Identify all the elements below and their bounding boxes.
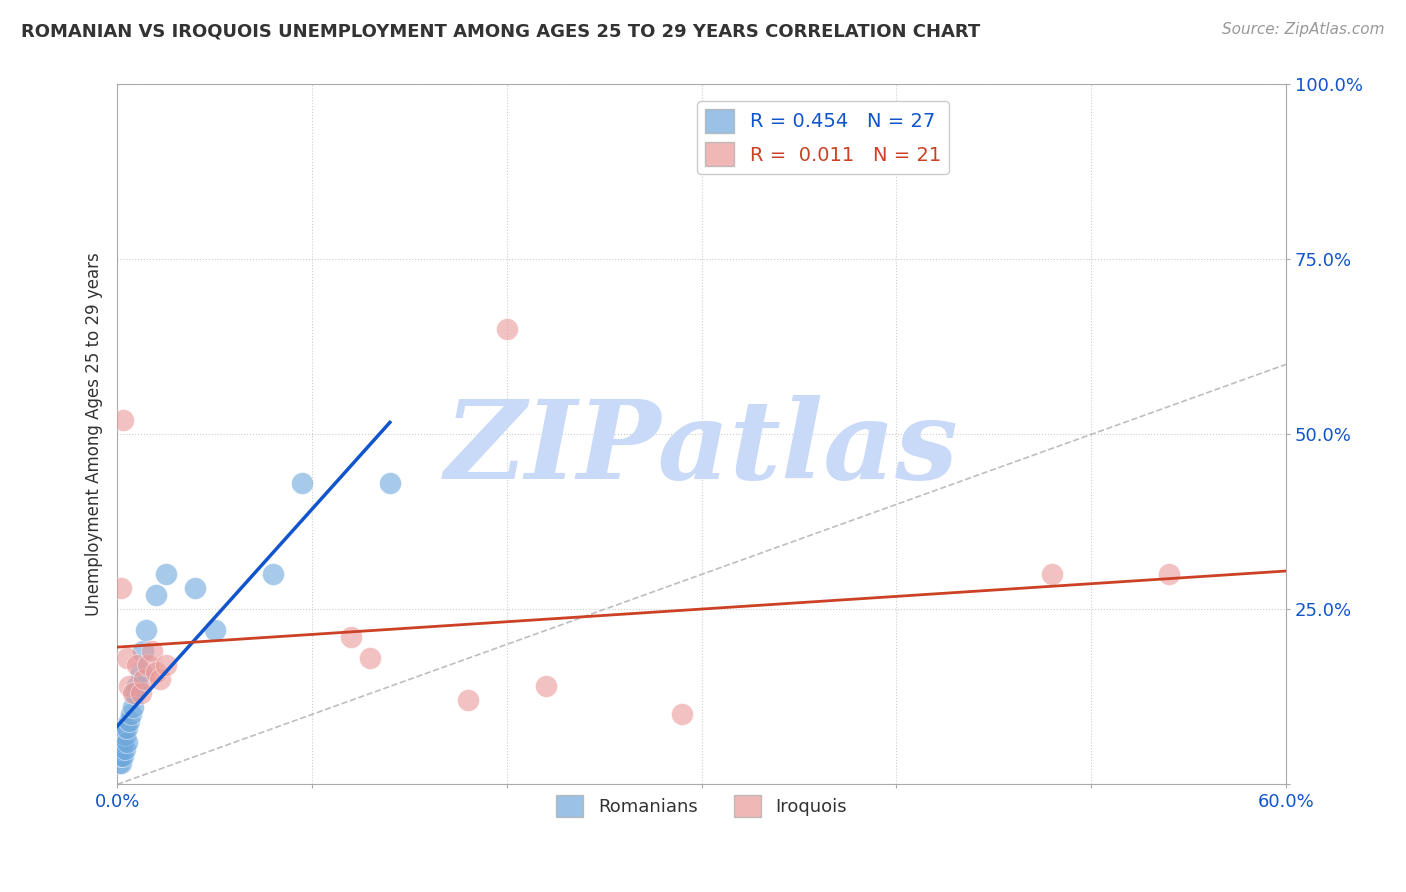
Point	[534, 680, 557, 694]
Point	[135, 624, 157, 638]
Point	[108, 749, 131, 764]
Point	[115, 722, 138, 736]
Point	[291, 476, 314, 491]
Point	[138, 658, 160, 673]
Point	[108, 756, 131, 771]
Point	[124, 686, 146, 700]
Point	[120, 707, 142, 722]
Text: Source: ZipAtlas.com: Source: ZipAtlas.com	[1222, 22, 1385, 37]
Point	[1040, 567, 1063, 582]
Point	[110, 756, 132, 771]
Point	[457, 693, 479, 707]
Point	[112, 749, 135, 764]
Y-axis label: Unemployment Among Ages 25 to 29 years: Unemployment Among Ages 25 to 29 years	[86, 252, 103, 616]
Legend: Romanians, Iroquois: Romanians, Iroquois	[548, 788, 853, 824]
Point	[125, 680, 148, 694]
Point	[115, 651, 138, 665]
Point	[110, 742, 132, 756]
Point	[495, 322, 517, 336]
Point	[671, 707, 693, 722]
Point	[114, 742, 136, 756]
Point	[340, 631, 363, 645]
Point	[112, 735, 135, 749]
Point	[1157, 567, 1180, 582]
Point	[145, 665, 167, 680]
Point	[134, 673, 156, 687]
Point	[378, 476, 401, 491]
Point	[129, 665, 152, 680]
Point	[155, 658, 177, 673]
Point	[262, 567, 284, 582]
Point	[110, 749, 132, 764]
Point	[125, 658, 148, 673]
Point	[149, 673, 172, 687]
Text: ZIPatlas: ZIPatlas	[444, 394, 959, 502]
Point	[155, 567, 177, 582]
Point	[118, 680, 141, 694]
Point	[129, 686, 152, 700]
Point	[110, 582, 132, 596]
Text: ROMANIAN VS IROQUOIS UNEMPLOYMENT AMONG AGES 25 TO 29 YEARS CORRELATION CHART: ROMANIAN VS IROQUOIS UNEMPLOYMENT AMONG …	[21, 22, 980, 40]
Point	[121, 700, 143, 714]
Point	[114, 728, 136, 742]
Point	[115, 735, 138, 749]
Point	[184, 582, 207, 596]
Point	[114, 722, 136, 736]
Point	[145, 589, 167, 603]
Point	[141, 644, 163, 658]
Point	[121, 686, 143, 700]
Point	[359, 651, 381, 665]
Point	[118, 714, 141, 729]
Point	[131, 644, 153, 658]
Point	[204, 624, 226, 638]
Point	[112, 413, 135, 427]
